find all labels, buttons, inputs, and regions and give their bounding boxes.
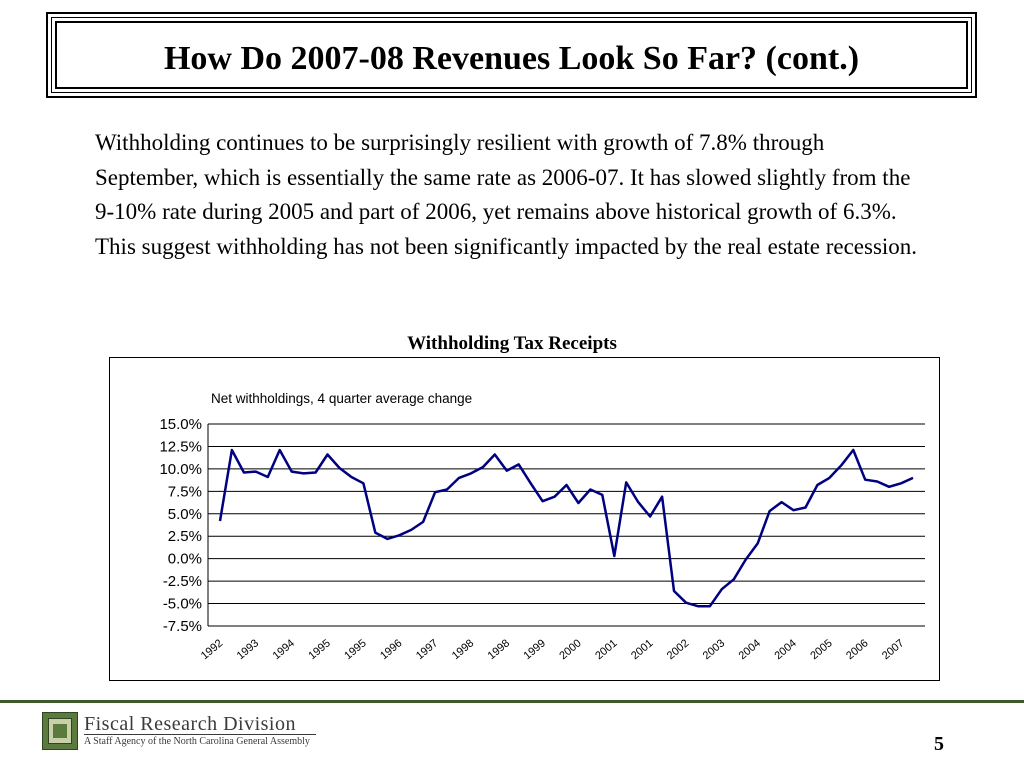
chart-gridlines [207,423,925,627]
x-tick-label: 1994 [271,637,297,662]
x-tick-label: 2006 [844,637,870,662]
body-paragraph: Withholding continues to be surprisingly… [95,130,918,259]
x-tick-label: 2003 [701,637,727,662]
x-tick-label: 2001 [629,637,655,662]
y-tick-label: 12.5% [159,438,202,455]
footer-rule [0,700,1024,703]
x-tick-label: 2004 [737,637,763,662]
x-tick-label: 1998 [486,637,512,662]
title-frame: How Do 2007-08 Revenues Look So Far? (co… [46,12,977,98]
x-axis-ticks: 1992 1993 1994 1995 1995 1996 1997 1998 1998 1999… [199,637,907,662]
x-tick-label: 2004 [772,637,798,662]
x-tick-label: 1999 [521,637,547,662]
y-tick-label: 10.0% [159,461,202,478]
page-number: 5 [934,733,944,755]
series-line [218,448,914,608]
y-tick-label: 15.0% [159,416,202,433]
org-name-underline [84,734,316,735]
y-tick-label: -7.5% [163,618,202,635]
y-tick-label: 0.0% [168,551,202,568]
x-tick-label: 1997 [414,637,440,662]
x-tick-label: 2007 [880,637,906,662]
org-subtitle: A Staff Agency of the North Carolina Gen… [84,736,310,747]
x-tick-label: 2000 [557,637,583,662]
slide-title: How Do 2007-08 Revenues Look So Far? (co… [163,40,860,77]
x-tick-label: 2002 [665,637,691,662]
logo-icon [42,712,78,750]
chart-frame: Net withholdings, 4 quarter average chan… [109,357,940,681]
y-axis-ticks: 15.0% 12.5% 10.0% 7.5% 5.0% 2.5% 0.0% -2.5% -5.0… [159,416,202,635]
x-tick-label: 1992 [199,637,225,662]
x-tick-label: 1995 [306,637,332,662]
chart-title: Net withholdings, 4 quarter average chan… [211,391,472,406]
line-chart: Net withholdings, 4 quarter average chan… [159,391,925,662]
x-tick-label: 1998 [450,637,476,662]
x-tick-label: 1996 [378,637,404,662]
y-tick-label: 2.5% [168,528,202,545]
y-tick-label: -5.0% [163,596,202,613]
y-tick-label: 7.5% [168,483,202,500]
org-name: Fiscal Research Division [84,713,296,735]
x-tick-label: 2001 [593,637,619,662]
x-tick-label: 2005 [808,637,834,662]
chart-series [218,448,914,608]
x-tick-label: 1993 [235,637,261,662]
chart-caption: Withholding Tax Receipts [407,333,617,354]
y-tick-label: 5.0% [168,506,202,523]
x-tick-label: 1995 [342,637,368,662]
y-tick-label: -2.5% [163,573,202,590]
